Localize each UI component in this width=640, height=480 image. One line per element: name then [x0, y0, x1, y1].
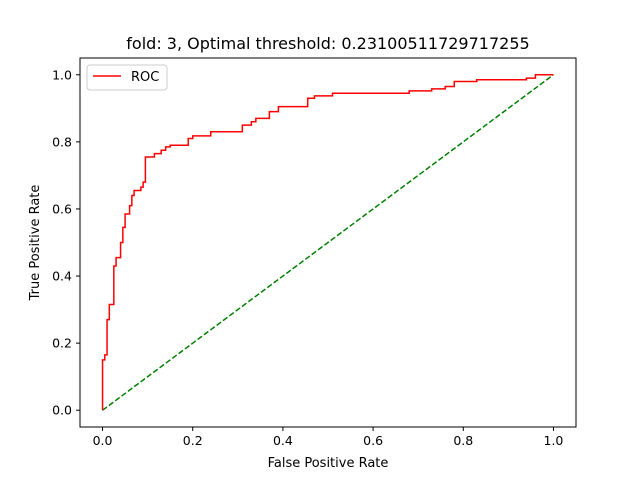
y-tick-label: 1.0 — [52, 67, 72, 82]
x-axis-ticks: 0.0 0.2 0.4 0.6 0.8 1.0 — [93, 427, 564, 448]
x-axis-label: False Positive Rate — [268, 456, 389, 471]
legend-label-roc: ROC — [131, 70, 159, 85]
chance-diagonal-line — [103, 75, 554, 410]
y-tick-label: 0.8 — [52, 134, 72, 149]
series-layer — [103, 75, 554, 410]
x-tick-label: 0.2 — [183, 433, 203, 448]
y-tick-label: 0.0 — [52, 403, 72, 418]
x-tick-label: 0.4 — [273, 433, 293, 448]
x-tick-label: 0.6 — [363, 433, 383, 448]
x-tick-label: 0.8 — [453, 433, 473, 448]
x-tick-label: 0.0 — [93, 433, 113, 448]
y-tick-label: 0.2 — [52, 336, 72, 351]
y-tick-label: 0.4 — [52, 269, 72, 284]
legend: ROC — [87, 65, 167, 90]
y-axis-ticks: 0.0 0.2 0.4 0.6 0.8 1.0 — [52, 67, 80, 417]
x-tick-label: 1.0 — [544, 433, 564, 448]
y-tick-label: 0.6 — [52, 201, 72, 216]
y-axis-label: True Positive Rate — [28, 185, 43, 302]
chart-title: fold: 3, Optimal threshold: 0.2310051172… — [126, 34, 529, 53]
plot-area: 0.0 0.2 0.4 0.6 0.8 1.0 0.0 0.2 0.4 0.6 0.8 1.0 — [52, 58, 576, 448]
